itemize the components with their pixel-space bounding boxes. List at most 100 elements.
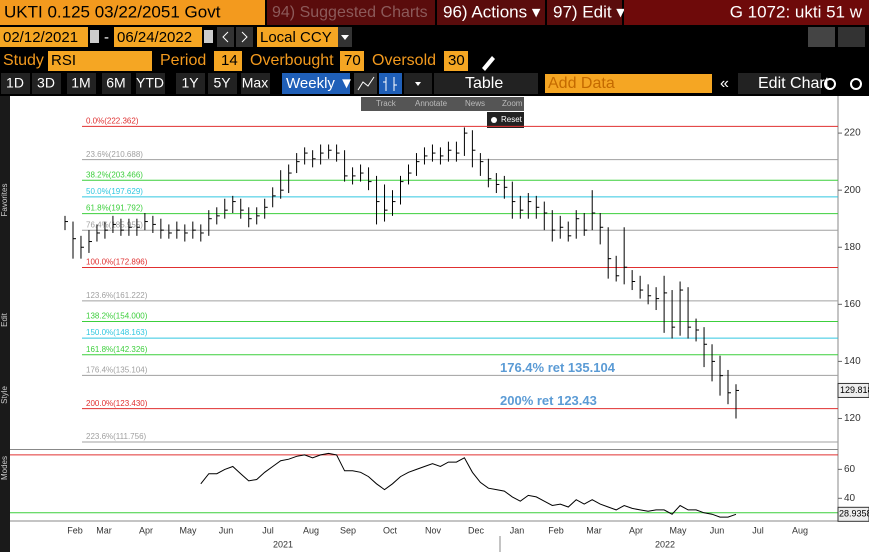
y-tick-label: 160 <box>844 299 861 310</box>
fib-label: 161.8%(142.326) <box>86 345 148 354</box>
function: G 1072: ukti 51 w <box>730 2 863 21</box>
oversold[interactable]: 30 <box>448 52 465 69</box>
annotation: 176.4% ret 135.104 <box>500 360 616 375</box>
tab[interactable] <box>547 0 622 25</box>
period-button[interactable] <box>102 73 131 94</box>
chart-tool[interactable]: News <box>465 99 485 108</box>
fib-label: 23.6%(210.688) <box>86 150 143 159</box>
currency-box[interactable] <box>257 27 352 47</box>
month-label: Sep <box>340 525 356 535</box>
bar-glyph <box>383 77 397 91</box>
redo-button[interactable] <box>838 27 865 47</box>
add-data[interactable]: Add Data <box>548 75 615 92</box>
reset[interactable]: Reset <box>501 115 523 124</box>
y-tick-label: 200 <box>844 185 861 196</box>
month-label: Feb <box>548 525 564 535</box>
overbought-box[interactable] <box>340 51 364 71</box>
last-rsi-box <box>837 506 869 522</box>
period-button[interactable] <box>208 73 237 94</box>
chart-tools-bar <box>361 97 524 111</box>
period[interactable]: 3D <box>37 75 55 91</box>
month-label: Mar <box>96 525 112 535</box>
prev-button[interactable] <box>217 27 234 47</box>
period-button[interactable] <box>136 73 165 94</box>
currency[interactable]: Local CCY <box>260 29 332 46</box>
fib-label: 223.6%(111.756) <box>86 432 147 441</box>
calendar-icon[interactable] <box>90 30 99 43</box>
reset-button[interactable] <box>487 112 524 128</box>
table-button[interactable] <box>434 73 538 94</box>
period[interactable]: 5Y <box>213 75 231 91</box>
collapse-icon[interactable]: « <box>720 75 729 92</box>
month-label: Feb <box>67 525 83 535</box>
edit-chart[interactable]: Edit Chart <box>758 75 830 92</box>
settings-icon[interactable] <box>824 78 836 90</box>
period[interactable]: 6M <box>106 75 125 91</box>
fib-label: 0.0%(222.362) <box>86 116 139 125</box>
study-label: Study <box>3 52 44 69</box>
settings-icon[interactable] <box>850 78 862 90</box>
month-label: Aug <box>303 525 319 535</box>
side-label: Edit <box>0 312 9 327</box>
period-button[interactable] <box>1 73 30 94</box>
study-box[interactable] <box>48 51 152 71</box>
period-label: Period <box>160 52 206 69</box>
oversold-box[interactable] <box>444 51 468 71</box>
month-label: Apr <box>629 525 643 535</box>
date-box[interactable] <box>0 27 88 47</box>
period-button[interactable] <box>67 73 96 94</box>
undo-button[interactable] <box>808 27 835 47</box>
last-price-box <box>837 382 869 398</box>
period-button[interactable] <box>241 73 270 94</box>
study[interactable]: RSI <box>51 52 76 69</box>
security-box <box>0 0 265 25</box>
tab[interactable] <box>437 0 545 25</box>
y-tick-label: 220 <box>844 128 861 139</box>
frequency-box[interactable] <box>282 73 350 94</box>
chart-tool[interactable]: Annotate <box>415 99 448 108</box>
period-button[interactable] <box>32 73 61 94</box>
table[interactable]: Table <box>465 75 503 92</box>
period-box[interactable] <box>214 51 242 71</box>
line-glyph <box>357 76 375 91</box>
y-tick-label: 60 <box>844 464 856 475</box>
tab[interactable] <box>267 0 435 25</box>
fib-label: 200.0%(123.430) <box>86 399 148 408</box>
overbought[interactable]: 70 <box>344 52 361 69</box>
period[interactable]: 1Y <box>181 75 199 91</box>
dropdown-arrow <box>415 82 421 86</box>
period[interactable]: 1M <box>71 75 90 91</box>
date-box[interactable] <box>114 27 202 47</box>
frequency[interactable]: Weekly ▼ <box>286 75 354 92</box>
chart-area <box>10 96 869 552</box>
function-box <box>624 0 869 25</box>
period[interactable]: YTD <box>136 75 164 91</box>
actions-menu[interactable]: 96) Actions ▾ <box>443 2 541 21</box>
month-label: May <box>669 525 687 535</box>
period-button[interactable] <box>176 73 205 94</box>
chart-tool[interactable]: Zoom <box>502 99 523 108</box>
dropdown-arrow <box>341 35 349 40</box>
pencil-icon[interactable] <box>482 56 495 71</box>
suggested-charts[interactable]: 94) Suggested Charts <box>272 4 428 21</box>
next-button[interactable] <box>236 27 253 47</box>
period[interactable]: Max <box>242 75 268 91</box>
chart-tool[interactable]: Track <box>376 99 397 108</box>
start-date[interactable]: 02/12/2021 <box>3 29 78 46</box>
bar-icon[interactable] <box>379 73 402 94</box>
period[interactable]: 1D <box>6 75 24 91</box>
chart: 0.0%(222.362) 23.6%(210.688) 38.2%(203.466… <box>10 116 869 549</box>
calendar-icon[interactable] <box>204 30 213 43</box>
month-label: Aug <box>792 525 808 535</box>
end-date[interactable]: 06/24/2022 <box>117 29 192 46</box>
period-buttons: 1D 3D 1M 6M YTD 1Y 5Y Max <box>1 73 270 94</box>
side-label: Style <box>0 386 9 404</box>
add-data-box[interactable] <box>545 74 712 93</box>
month-label: Jun <box>710 525 725 535</box>
y-tick-label: 140 <box>844 356 861 367</box>
edit-chart-button[interactable] <box>738 73 821 94</box>
period[interactable]: 14 <box>221 52 238 69</box>
fib-label: 123.6%(161.222) <box>86 291 148 300</box>
edit-menu[interactable]: 97) Edit ▾ <box>553 2 625 21</box>
